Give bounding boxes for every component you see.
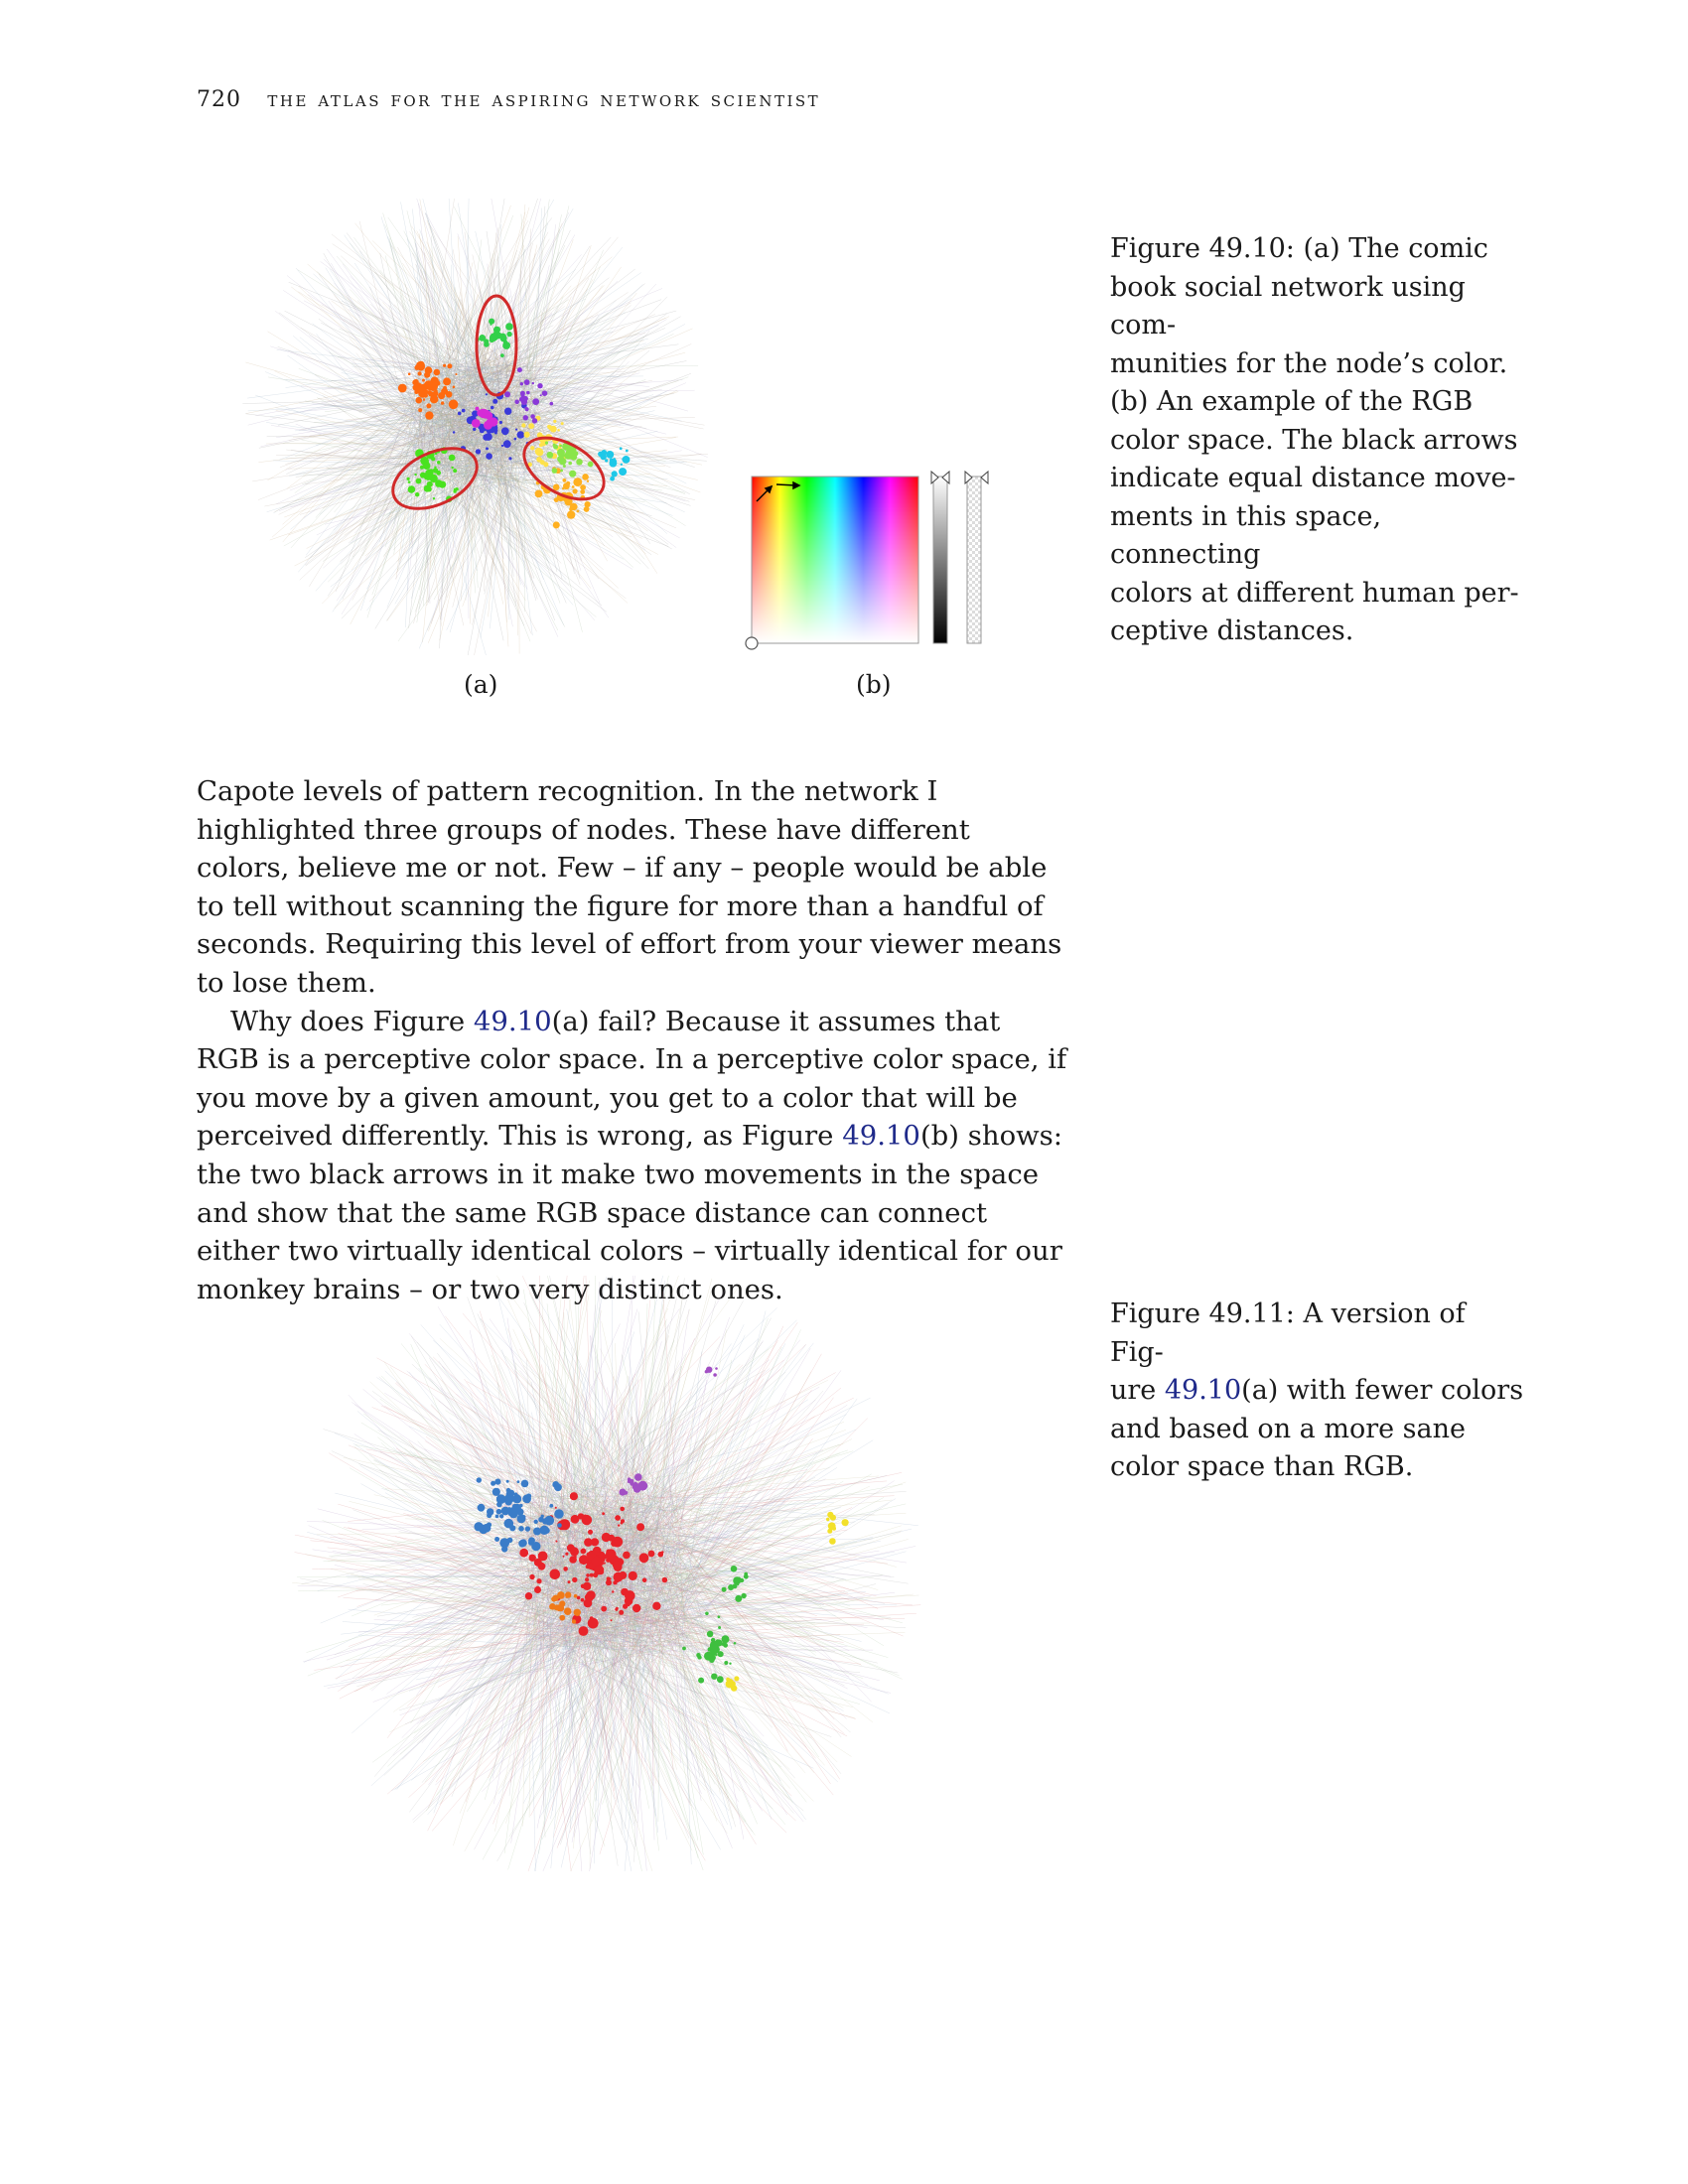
page-number: 720 bbox=[197, 87, 241, 112]
paragraph-1: Capote levels of pattern recognition. In… bbox=[197, 775, 1062, 999]
figure-10-caption: Figure 49.10: (a) The comic book social … bbox=[1110, 230, 1527, 651]
subcaption-a: (a) bbox=[464, 670, 498, 699]
brightness-slider bbox=[930, 470, 950, 644]
caption-line: color space. The black arrows bbox=[1110, 424, 1518, 456]
black-arrows bbox=[756, 480, 801, 502]
caption-line: munities for the node’s color. bbox=[1110, 347, 1508, 379]
network-nodes bbox=[474, 1366, 849, 1692]
figure-ref-link[interactable]: 49.10 bbox=[842, 1120, 920, 1153]
caption-line: indicate equal distance move- bbox=[1110, 463, 1516, 493]
hue-saturation-square bbox=[751, 476, 919, 644]
caption-line: Figure 49.10: (a) The comic bbox=[1110, 233, 1488, 264]
network-graphic bbox=[242, 199, 708, 655]
paragraph-2: Why does Figure 49.10(a) fail? Because i… bbox=[197, 1005, 1067, 1305]
figure-10a-network bbox=[226, 199, 743, 655]
figure-11-network bbox=[268, 1276, 963, 1871]
picker-handle bbox=[745, 636, 759, 650]
subcaption-b: (b) bbox=[856, 670, 892, 699]
caption-line: ments in this space, connecting bbox=[1110, 500, 1382, 571]
caption-line: book social network using com- bbox=[1110, 271, 1466, 341]
figure-ref-link[interactable]: 49.10 bbox=[1164, 1375, 1242, 1406]
highlight-ellipses bbox=[391, 294, 606, 510]
figure-ref-link[interactable]: 49.10 bbox=[473, 1005, 552, 1037]
caption-line: colors at different human per- bbox=[1110, 577, 1519, 609]
network-edges bbox=[292, 1276, 921, 1871]
rgb-space-graphic bbox=[745, 470, 989, 650]
figure-10b-rgb-space bbox=[740, 462, 1018, 660]
caption-line: ceptive distances. bbox=[1110, 615, 1354, 646]
running-header: 720 THE ATLAS FOR THE ASPIRING NETWORK S… bbox=[197, 87, 820, 112]
book-title: THE ATLAS FOR THE ASPIRING NETWORK SCIEN… bbox=[267, 87, 821, 112]
alpha-slider bbox=[964, 470, 989, 644]
figure-11-caption: Figure 49.11: A version of Fig- ure 49.1… bbox=[1110, 1298, 1524, 1482]
network-graphic bbox=[292, 1276, 921, 1871]
body-text: Capote levels of pattern recognition. In… bbox=[197, 772, 1070, 1308]
caption-line: (b) An example of the RGB bbox=[1110, 386, 1474, 417]
